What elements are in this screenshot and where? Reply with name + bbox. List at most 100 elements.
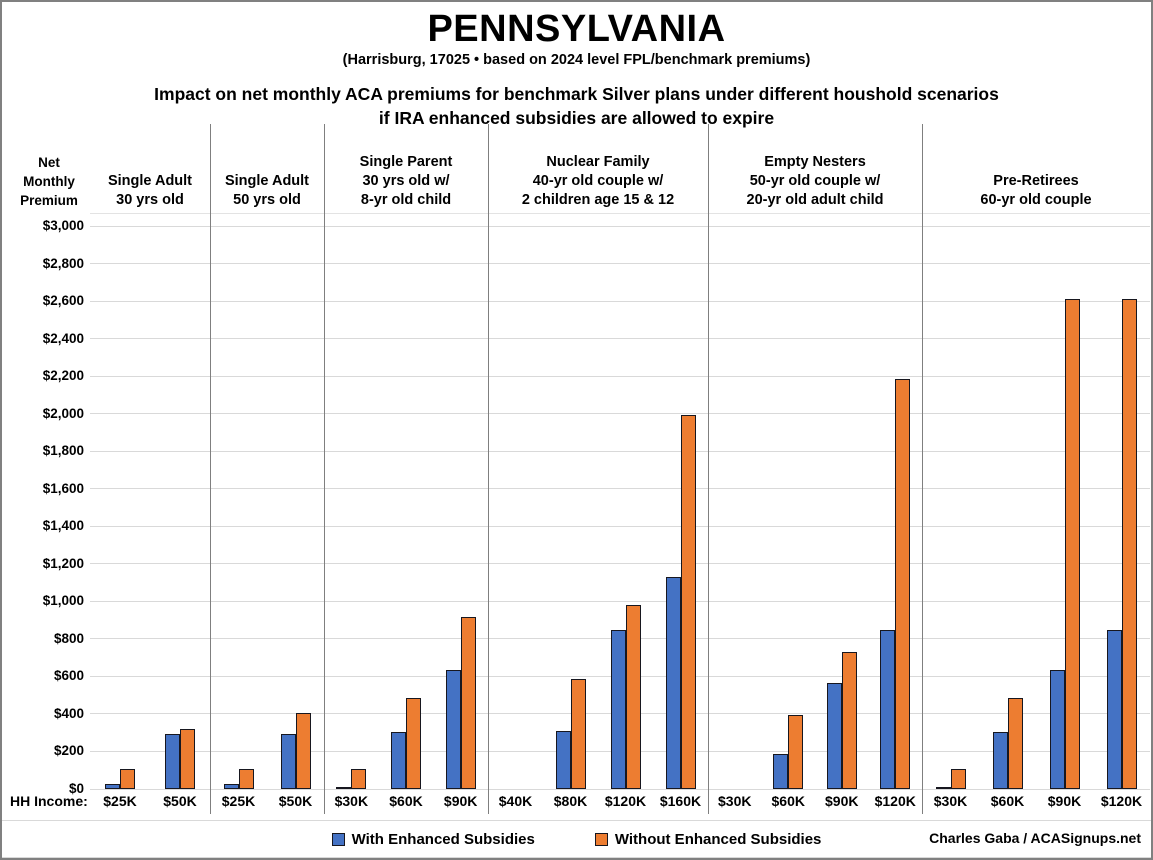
- y-tick-label: $2,800: [42, 255, 84, 271]
- income-label: $60K: [771, 793, 805, 809]
- bar-without-subsidies: [351, 769, 367, 789]
- income-label: $25K: [221, 793, 256, 809]
- chart-heading-line1: Impact on net monthly ACA premiums for b…: [154, 84, 999, 104]
- bar-with-subsidies: [826, 683, 842, 789]
- y-gridline: [90, 375, 1150, 377]
- y-gridline: [90, 225, 1150, 227]
- bar-with-subsidies: [1106, 630, 1122, 789]
- income-label: $90K: [1047, 793, 1082, 809]
- income-label: $90K: [443, 793, 478, 809]
- y-gridline: [90, 525, 1150, 527]
- y-tick-label: $2,200: [42, 368, 84, 384]
- with-subsidies-swatch: [331, 832, 345, 846]
- y-tick-label: $2,000: [42, 405, 84, 421]
- chart-heading-line2: if IRA enhanced subsidies are allowed to…: [378, 108, 775, 128]
- income-label: $90K: [825, 793, 859, 809]
- group-divider: [922, 124, 923, 814]
- bar-with-subsidies: [223, 784, 239, 789]
- bar-with-subsidies: [992, 732, 1008, 789]
- y-tick-label: $3,000: [42, 218, 84, 233]
- bar-without-subsidies: [180, 729, 195, 789]
- income-label: $120K: [1100, 793, 1143, 809]
- group-divider: [210, 124, 211, 814]
- bar-with-subsidies: [935, 787, 951, 789]
- y-gridline: [90, 563, 1150, 565]
- group-header: Single Adult 50 yrs old: [224, 173, 310, 208]
- chart-heading: Impact on net monthly ACA premiums for b…: [2, 82, 1151, 130]
- bar-without-subsidies: [841, 652, 857, 789]
- plot-top-border: [90, 213, 1150, 214]
- y-gridline: [90, 300, 1150, 302]
- bar-without-subsidies: [295, 713, 311, 789]
- bar-with-subsidies: [555, 731, 571, 789]
- income-label: $120K: [874, 793, 916, 809]
- y-tick-label: $1,800: [42, 443, 84, 459]
- bar-with-subsidies: [1049, 670, 1065, 789]
- bar-with-subsidies: [880, 630, 896, 789]
- without-subsidies-swatch: [594, 832, 608, 846]
- y-gridline: [90, 338, 1150, 340]
- bar-with-subsidies: [391, 732, 406, 789]
- group-header: Single Parent 30 yrs old w/8-yr old child: [359, 154, 453, 208]
- y-tick-label: $0: [68, 781, 84, 796]
- income-label: $60K: [389, 793, 423, 809]
- bar-with-subsidies: [773, 754, 789, 789]
- y-gridline: [90, 488, 1150, 490]
- page-subtitle: (Harrisburg, 17025 • based on 2024 level…: [342, 52, 811, 68]
- income-label: $60K: [990, 793, 1025, 809]
- y-gridline: [90, 600, 1150, 602]
- income-label: $30K: [334, 793, 369, 809]
- income-label: $25K: [103, 793, 137, 809]
- bar-without-subsidies: [1007, 698, 1023, 789]
- bar-without-subsidies: [1121, 299, 1137, 789]
- bar-with-subsidies: [280, 734, 296, 789]
- bar-without-subsidies: [625, 605, 641, 789]
- bar-without-subsidies: [895, 379, 911, 789]
- income-label: $120K: [604, 793, 647, 809]
- bar-without-subsidies: [950, 769, 966, 789]
- bar-with-subsidies: [336, 787, 352, 789]
- bar-without-subsidies: [238, 769, 254, 789]
- group-header: Pre-Retirees 60-yr old couple: [980, 173, 1092, 208]
- legend-without-label: Without Enhanced Subsidies: [614, 830, 822, 848]
- legend-bar: With Enhanced Subsidies Without Enhanced…: [2, 820, 1151, 858]
- y-tick-label: $2,600: [42, 293, 84, 309]
- legend-item-without: Without Enhanced Subsidies: [594, 830, 822, 848]
- y-tick-label: $1,400: [42, 518, 84, 534]
- income-label: $30K: [933, 793, 968, 809]
- bar-without-subsidies: [406, 698, 421, 789]
- bar-with-subsidies: [610, 630, 626, 789]
- y-tick-label: $800: [53, 630, 84, 646]
- legend-item-with: With Enhanced Subsidies: [331, 830, 535, 848]
- income-label: $30K: [718, 793, 752, 809]
- group-header: Empty Nesters 50-yr old couple w/20-yr ol…: [746, 154, 884, 208]
- bar-without-subsidies: [680, 415, 696, 789]
- bar-with-subsidies: [665, 577, 681, 789]
- legend-with-label: With Enhanced Subsidies: [351, 830, 535, 848]
- y-tick-label: $1,000: [42, 593, 84, 609]
- group-header: Single Adult 30 yrs old: [107, 173, 193, 208]
- y-gridline: [90, 413, 1150, 415]
- group-divider: [488, 124, 489, 814]
- bar-without-subsidies: [460, 617, 476, 789]
- income-label: $160K: [659, 793, 702, 809]
- y-tick-label: $1,600: [42, 480, 84, 496]
- bar-without-subsidies: [1064, 299, 1080, 789]
- group-divider: [324, 124, 325, 814]
- page-title: PENNSYLVANIA: [427, 8, 726, 50]
- income-label: $50K: [278, 793, 313, 809]
- y-tick-label: $1,200: [42, 555, 84, 571]
- y-tick-label: $600: [53, 668, 84, 684]
- y-gridline: [90, 263, 1150, 265]
- bar-with-subsidies: [445, 670, 461, 789]
- y-tick-label: $2,400: [42, 330, 84, 346]
- bar-with-subsidies: [105, 784, 120, 789]
- group-divider: [708, 124, 709, 814]
- y-gridline: [90, 450, 1150, 452]
- y-tick-label: $200: [53, 743, 84, 759]
- income-label: $80K: [553, 793, 588, 809]
- income-label: $50K: [163, 793, 197, 809]
- credit-text: Charles Gaba / ACASignups.net: [929, 830, 1141, 846]
- y-axis-title: Net Monthly Premium: [20, 155, 78, 208]
